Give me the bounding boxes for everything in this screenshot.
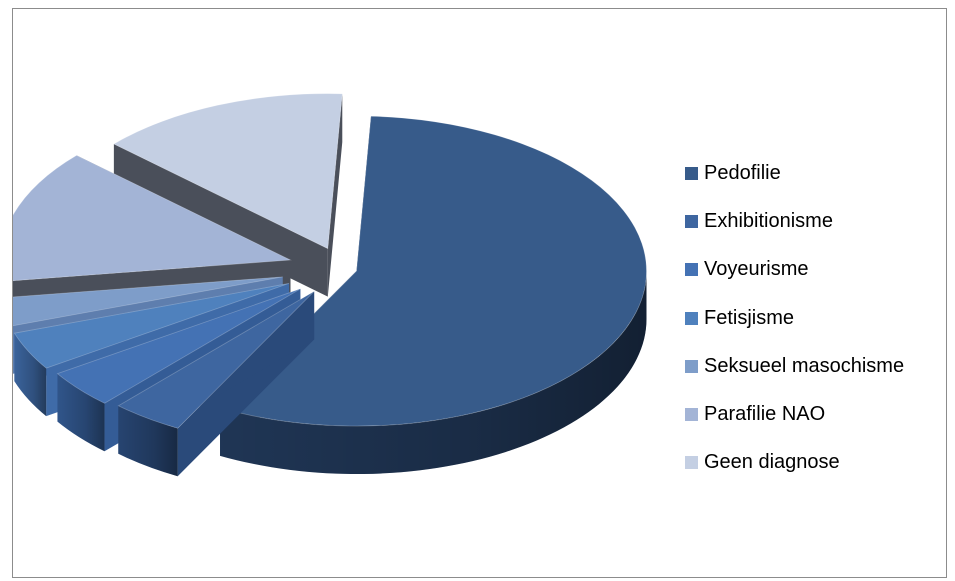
- slice-top: [117, 291, 315, 429]
- legend-label: Voyeurisme: [704, 258, 809, 281]
- slice-side-shade: [57, 373, 105, 452]
- pie-slices: [13, 93, 647, 477]
- chart-area: Pedofilie Exhibitionisme Voyeurisme Fetisji…: [12, 8, 947, 578]
- legend-item: Geen diagnose: [685, 439, 904, 487]
- legend-label: Fetisjisme: [704, 306, 795, 329]
- slice-side-shade: [220, 271, 647, 475]
- slice-top: [219, 115, 647, 427]
- legend-item: Voyeurisme: [685, 246, 904, 294]
- legend-swatch: [685, 408, 698, 422]
- slice-top: [56, 288, 301, 404]
- slice-top: [113, 93, 343, 250]
- slice-top: [13, 276, 283, 327]
- legend-label: Seksueel masochisme: [704, 354, 905, 377]
- slice-side-shade: [14, 333, 47, 417]
- legend: Pedofilie Exhibitionisme Voyeurisme Fetisji…: [685, 149, 904, 487]
- legend-swatch: [685, 456, 698, 470]
- legend-label: Pedofilie: [704, 161, 781, 184]
- legend-swatch: [685, 359, 698, 373]
- legend-swatch: [685, 166, 698, 180]
- slice-top: [13, 283, 290, 369]
- legend-label: Exhibitionisme: [704, 209, 833, 232]
- slice-wall: [327, 93, 343, 297]
- legend-label: Geen diagnose: [704, 451, 840, 474]
- slice-wall: [14, 283, 290, 382]
- slice-top: [13, 154, 292, 282]
- pie-slice: [117, 291, 315, 477]
- legend-item: Parafilie NAO: [685, 390, 904, 438]
- legend-swatch: [685, 263, 698, 277]
- legend-swatch: [685, 311, 698, 325]
- legend-label: Parafilie NAO: [704, 403, 826, 426]
- pie-chart: [13, 93, 647, 477]
- slice-side-shade: [118, 405, 178, 477]
- legend-swatch: [685, 214, 698, 228]
- legend-item: Exhibitionisme: [685, 197, 904, 245]
- legend-item: Seksueel masochisme: [685, 342, 904, 390]
- legend-item: Fetisjisme: [685, 294, 904, 342]
- legend-item: Pedofilie: [685, 149, 904, 197]
